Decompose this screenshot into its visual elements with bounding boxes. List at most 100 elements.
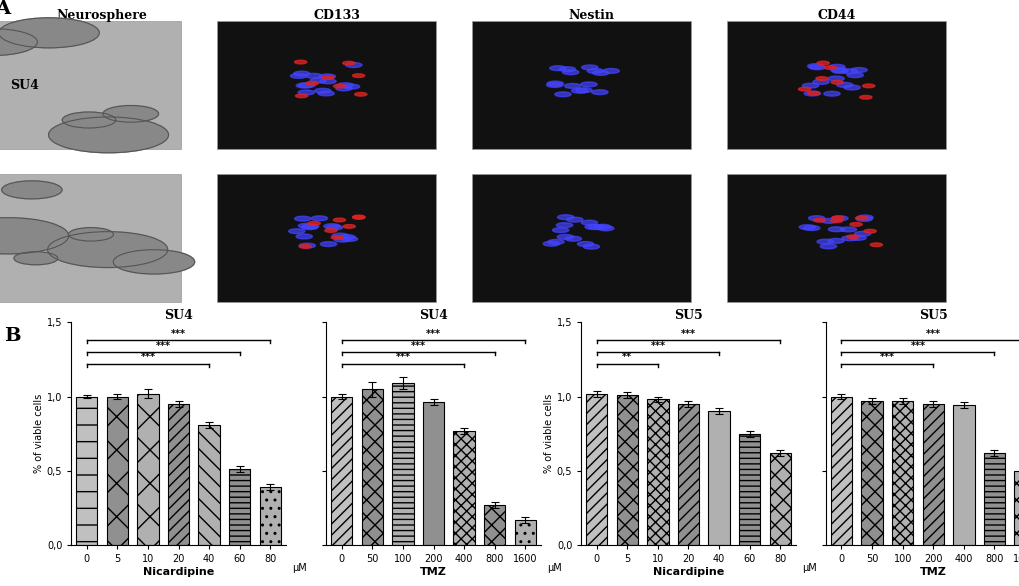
Title: SU5: SU5 (674, 309, 702, 322)
Circle shape (547, 240, 564, 244)
Circle shape (564, 83, 580, 88)
Circle shape (576, 88, 592, 93)
Circle shape (294, 216, 311, 221)
Text: CD44: CD44 (816, 9, 855, 22)
Bar (982, 453, 1005, 545)
Bar (0, 173, 181, 302)
Circle shape (332, 233, 348, 238)
Circle shape (849, 223, 861, 226)
Circle shape (341, 237, 358, 241)
Circle shape (567, 217, 583, 222)
Circle shape (353, 216, 365, 219)
Circle shape (823, 66, 836, 69)
Text: **: ** (622, 352, 632, 362)
Circle shape (296, 94, 308, 98)
Circle shape (68, 227, 113, 241)
Circle shape (592, 70, 608, 76)
Text: A: A (0, 0, 10, 18)
Circle shape (298, 223, 314, 228)
Circle shape (543, 241, 559, 246)
Circle shape (849, 236, 865, 240)
Circle shape (816, 61, 828, 65)
Circle shape (345, 63, 362, 67)
Circle shape (565, 236, 581, 241)
Circle shape (558, 67, 575, 71)
Circle shape (823, 91, 840, 96)
Circle shape (577, 241, 593, 246)
Circle shape (334, 237, 351, 242)
Text: μM: μM (801, 563, 815, 573)
Y-axis label: % of viable cells: % of viable cells (34, 394, 44, 473)
Bar (646, 400, 668, 545)
Circle shape (820, 219, 837, 223)
Text: μM: μM (291, 563, 306, 573)
Circle shape (343, 84, 360, 89)
Circle shape (342, 62, 355, 65)
Bar (952, 406, 974, 545)
Circle shape (113, 250, 195, 274)
Circle shape (319, 79, 335, 84)
Circle shape (0, 18, 99, 48)
X-axis label: TMZ: TMZ (919, 567, 946, 577)
Circle shape (556, 234, 573, 239)
Bar (362, 389, 383, 545)
Circle shape (803, 226, 819, 230)
Circle shape (306, 81, 318, 85)
Bar (217, 173, 436, 302)
Circle shape (591, 90, 607, 94)
Text: μM: μM (546, 563, 560, 573)
Circle shape (323, 224, 339, 229)
Circle shape (827, 76, 844, 81)
Circle shape (549, 66, 566, 70)
Bar (829, 397, 852, 545)
Circle shape (843, 85, 859, 90)
Circle shape (0, 217, 68, 254)
Circle shape (846, 73, 862, 77)
Circle shape (302, 224, 318, 230)
Circle shape (333, 218, 345, 222)
Circle shape (856, 215, 872, 220)
Bar (423, 403, 444, 545)
Circle shape (827, 227, 844, 231)
Bar (471, 21, 691, 149)
Text: ***: *** (141, 352, 155, 362)
Text: ***: *** (156, 340, 170, 350)
Bar (515, 520, 536, 545)
Bar (921, 404, 944, 545)
Text: ***: *** (650, 340, 664, 350)
Circle shape (296, 83, 312, 88)
Circle shape (827, 239, 844, 243)
Circle shape (846, 235, 858, 239)
Circle shape (594, 224, 610, 229)
Bar (615, 395, 638, 545)
Circle shape (320, 241, 336, 247)
Bar (138, 394, 159, 545)
Circle shape (333, 84, 345, 88)
Bar (768, 453, 790, 545)
Circle shape (326, 225, 342, 230)
Circle shape (299, 243, 315, 248)
Title: SU4: SU4 (164, 309, 193, 322)
Circle shape (587, 69, 603, 73)
Circle shape (546, 81, 562, 86)
Circle shape (319, 74, 335, 79)
Circle shape (305, 73, 321, 79)
Text: ***: *** (879, 352, 894, 362)
Circle shape (802, 83, 818, 88)
Circle shape (862, 84, 874, 88)
Circle shape (588, 224, 604, 230)
Circle shape (103, 105, 158, 122)
Circle shape (581, 220, 597, 225)
Circle shape (803, 91, 819, 96)
Circle shape (290, 73, 307, 79)
Bar (891, 401, 913, 545)
Circle shape (303, 224, 319, 229)
Bar (217, 21, 436, 149)
Circle shape (828, 64, 845, 69)
Bar (1013, 471, 1019, 545)
Circle shape (798, 224, 814, 230)
X-axis label: Nicardipine: Nicardipine (143, 567, 214, 577)
Bar (707, 411, 729, 545)
Circle shape (829, 67, 846, 72)
Circle shape (855, 216, 871, 222)
